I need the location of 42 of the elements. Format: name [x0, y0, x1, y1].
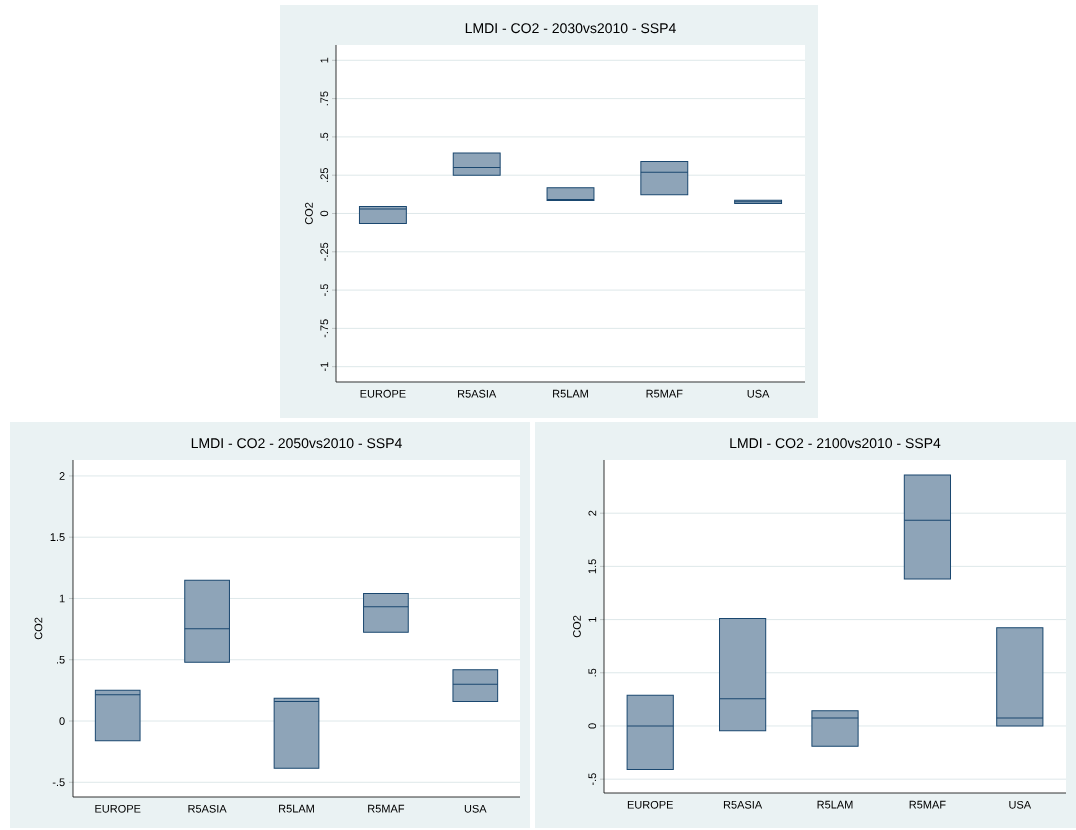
y-axis-title: CO2	[34, 617, 43, 640]
y-tick-label: .5	[320, 132, 329, 141]
y-tick-label: -.75	[320, 319, 329, 338]
y-tick-label: -.5	[588, 773, 597, 786]
y-tick-label: 1	[59, 594, 65, 603]
y-tick-label: 1	[320, 57, 329, 63]
y-tick-label: 0	[59, 717, 65, 725]
x-tick-label: USA	[464, 804, 487, 813]
chart-title: LMDI - CO2 - 2050vs2010 - SSP4	[191, 438, 402, 449]
x-tick-label: R5ASIA	[723, 800, 763, 809]
y-tick-label: 0	[320, 210, 329, 217]
x-tick-label: EUROPE	[95, 804, 141, 813]
y-axis-title: CO2	[573, 615, 581, 638]
x-tick-label: R5ASIA	[458, 389, 497, 398]
y-tick-label: .25	[320, 168, 329, 182]
chart-title: LMDI - CO2 - 2030vs2010 - SSP4	[465, 23, 676, 34]
y-tick-label: .5	[588, 668, 597, 677]
y-tick-label: .75	[320, 91, 329, 106]
x-tick-label: USA	[1009, 800, 1032, 809]
y-tick-label: -.5	[52, 778, 65, 787]
y-tick-label: 2	[588, 510, 597, 516]
x-tick-label: R5MAF	[368, 804, 405, 813]
y-tick-label: 1.5	[50, 533, 65, 542]
y-tick-label: -.25	[320, 242, 329, 261]
y-tick-label: 2	[59, 472, 65, 480]
x-tick-label: R5MAF	[909, 800, 946, 809]
y-tick-label: 0	[588, 723, 597, 729]
x-tick-label: R5MAF	[646, 389, 683, 398]
x-tick-label: R5LAM	[553, 389, 588, 398]
x-tick-label: R5LAM	[279, 804, 314, 813]
y-axis-title: CO2	[305, 202, 313, 225]
chart-title: LMDI - CO2 - 2100vs2010 - SSP4	[730, 438, 941, 449]
x-tick-label: R5ASIA	[188, 804, 227, 813]
x-tick-label: EUROPE	[360, 389, 406, 398]
y-tick-label: 1	[588, 617, 597, 622]
x-tick-label: USA	[747, 389, 770, 398]
y-tick-label: -.5	[320, 284, 329, 297]
x-tick-label: R5LAM	[817, 800, 853, 809]
y-tick-label: 1.5	[588, 559, 597, 574]
y-tick-label: .5	[56, 655, 65, 664]
x-tick-label: EUROPE	[627, 800, 673, 809]
y-tick-label: -1	[320, 362, 329, 372]
